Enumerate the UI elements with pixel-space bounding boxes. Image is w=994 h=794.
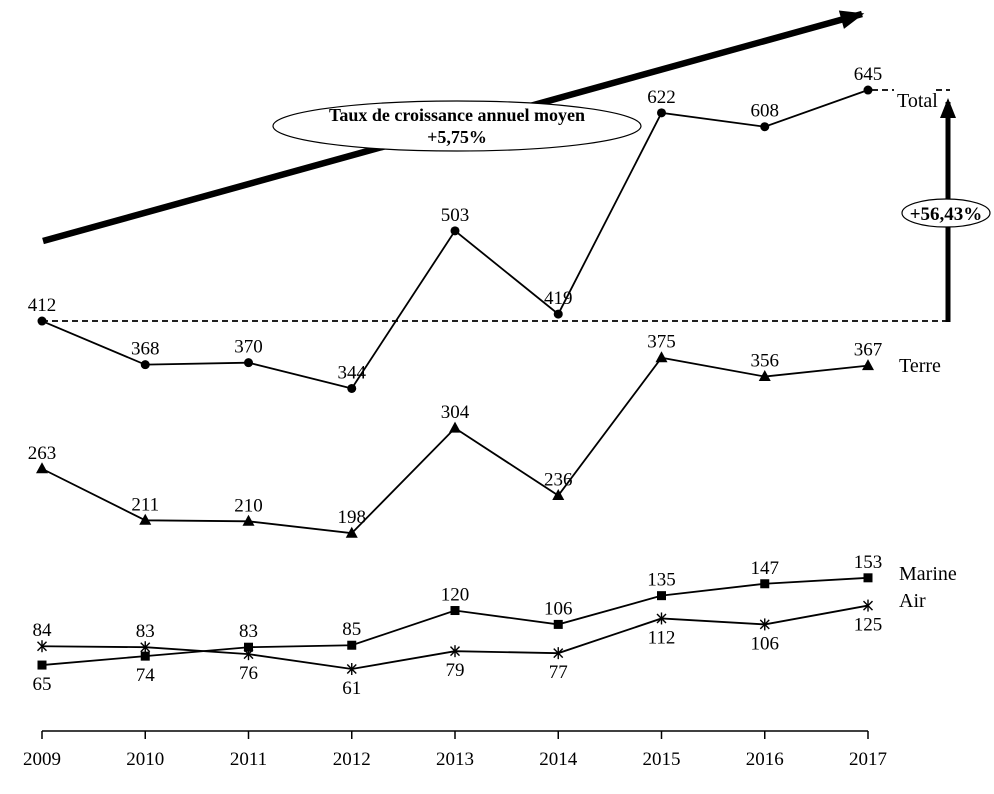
data-label-marine: 153 bbox=[854, 552, 883, 573]
data-label-air: 77 bbox=[549, 662, 568, 683]
data-label-air: 76 bbox=[239, 663, 258, 684]
data-label-air: 112 bbox=[648, 627, 676, 648]
marker-triangle bbox=[449, 421, 461, 433]
marker-circle bbox=[244, 358, 253, 368]
data-label-terre: 375 bbox=[647, 332, 676, 353]
marker-star bbox=[140, 641, 151, 654]
data-label-air: 84 bbox=[33, 620, 53, 641]
marker-circle bbox=[140, 360, 150, 370]
growth-percent-text: +56,43% bbox=[910, 204, 983, 225]
marker-square bbox=[657, 591, 666, 601]
marker-triangle bbox=[139, 513, 152, 525]
marker-star bbox=[243, 648, 254, 661]
reference-dashed-lines bbox=[42, 89, 950, 322]
x-tick-label: 2012 bbox=[333, 749, 371, 770]
marker-triangle bbox=[862, 359, 874, 371]
data-label-marine: 85 bbox=[342, 619, 361, 640]
marker-circle bbox=[347, 383, 357, 393]
data-label-air: 61 bbox=[342, 678, 361, 699]
data-label-marine: 74 bbox=[136, 665, 156, 686]
data-label-marine: 106 bbox=[544, 598, 573, 619]
data-label-air: 125 bbox=[854, 615, 883, 636]
trend-rate-text-line2: +5,75% bbox=[427, 127, 487, 147]
data-label-marine: 65 bbox=[33, 674, 52, 695]
x-tick-label: 2013 bbox=[436, 749, 474, 770]
marker-star bbox=[656, 612, 667, 625]
x-tick-label: 2010 bbox=[126, 749, 164, 770]
data-label-total: 370 bbox=[234, 337, 263, 358]
marker-triangle bbox=[36, 462, 48, 474]
series-group: 412 368 370 344 503 419 622 608 645 263 211 210 198 3… bbox=[28, 64, 883, 699]
marker-circle bbox=[37, 316, 47, 326]
data-label-marine: 83 bbox=[239, 621, 258, 642]
marker-triangle bbox=[655, 351, 668, 363]
data-label-total: 608 bbox=[751, 101, 780, 122]
trend-rate-text-line1: Taux de croissance annuel moyen bbox=[329, 105, 585, 125]
x-axis: 2009 2010 2011 2012 2013 2014 2015 2016 2017 bbox=[23, 730, 887, 770]
marker-triangle bbox=[345, 526, 358, 538]
data-label-air: 79 bbox=[446, 660, 465, 681]
marker-square bbox=[760, 579, 770, 589]
x-tick-label: 2011 bbox=[230, 749, 267, 770]
data-label-marine: 147 bbox=[751, 558, 780, 579]
series-label-terre: Terre bbox=[899, 355, 941, 377]
marker-triangle bbox=[552, 489, 565, 501]
data-label-total: 622 bbox=[647, 87, 676, 108]
marker-square bbox=[244, 642, 253, 652]
series-label-total: Total bbox=[897, 90, 938, 112]
data-label-total: 645 bbox=[854, 64, 883, 85]
x-tick-label: 2016 bbox=[746, 749, 784, 770]
data-label-terre: 304 bbox=[441, 402, 470, 423]
data-label-terre: 198 bbox=[338, 507, 367, 528]
marker-star bbox=[450, 645, 460, 658]
x-tick-label: 2017 bbox=[849, 749, 887, 770]
marker-circle bbox=[863, 85, 873, 95]
data-label-terre: 236 bbox=[544, 470, 573, 491]
marker-square bbox=[553, 619, 563, 629]
marker-circle bbox=[450, 226, 460, 236]
data-label-terre: 356 bbox=[751, 351, 780, 372]
x-tick-label: 2014 bbox=[539, 749, 578, 770]
marker-square bbox=[347, 640, 357, 650]
data-label-marine: 135 bbox=[647, 570, 676, 591]
data-label-total: 419 bbox=[544, 288, 573, 309]
data-label-total: 503 bbox=[441, 205, 470, 226]
x-tick-label: 2015 bbox=[643, 749, 681, 770]
marker-square bbox=[450, 606, 460, 616]
data-label-terre: 367 bbox=[854, 340, 883, 361]
data-label-total: 344 bbox=[338, 362, 367, 383]
marker-triangle bbox=[758, 370, 771, 382]
data-label-terre: 263 bbox=[28, 443, 57, 464]
data-label-terre: 211 bbox=[131, 494, 159, 515]
marker-triangle bbox=[242, 514, 255, 526]
series-label-marine: Marine bbox=[899, 563, 957, 585]
marker-square bbox=[140, 651, 150, 661]
marker-star bbox=[346, 663, 357, 676]
marker-star bbox=[863, 599, 873, 612]
trend-rate-callout: Taux de croissance annuel moyen +5,75% bbox=[272, 100, 642, 152]
marker-star bbox=[759, 618, 770, 631]
trend-rate-ellipse bbox=[272, 100, 642, 152]
marker-square bbox=[37, 660, 47, 670]
data-label-marine: 120 bbox=[441, 585, 470, 606]
marker-star bbox=[37, 640, 47, 653]
marker-square bbox=[863, 573, 873, 583]
marker-circle bbox=[657, 108, 666, 118]
data-label-total: 412 bbox=[28, 295, 57, 316]
data-label-air: 106 bbox=[751, 633, 780, 654]
data-label-total: 368 bbox=[131, 339, 160, 360]
growth-percent-ellipse bbox=[901, 198, 991, 228]
series-name-labels: Total Terre Marine Air bbox=[897, 90, 957, 612]
marker-star bbox=[553, 647, 564, 660]
series-line-terre bbox=[41, 356, 869, 535]
marker-circle bbox=[760, 122, 770, 132]
x-tick-label: 2009 bbox=[23, 749, 61, 770]
growth-percent-callout: +56,43% bbox=[901, 198, 991, 228]
data-label-terre: 210 bbox=[234, 495, 263, 516]
series-label-air: Air bbox=[899, 590, 926, 612]
data-label-air: 83 bbox=[136, 621, 155, 642]
marker-circle bbox=[553, 309, 563, 319]
